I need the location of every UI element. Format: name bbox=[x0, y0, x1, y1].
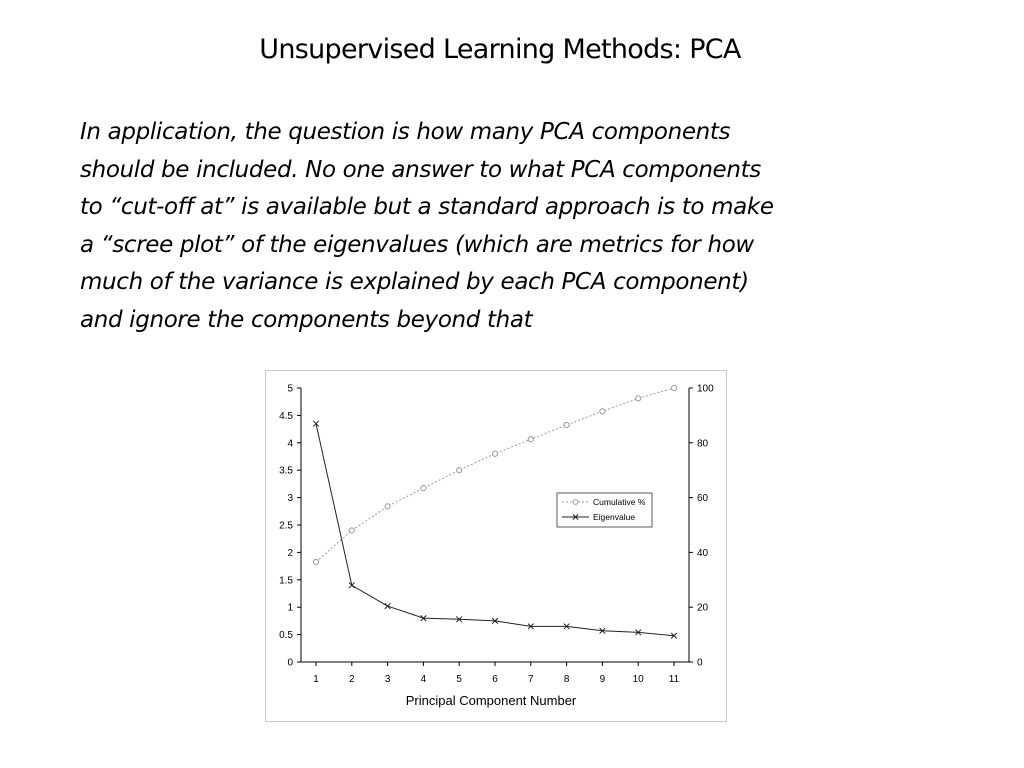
legend-swatch-marker bbox=[572, 514, 579, 520]
eigenvalue-marker-stroke bbox=[312, 420, 320, 427]
cumulative-point bbox=[456, 467, 463, 474]
x-tick-label: 11 bbox=[669, 674, 680, 685]
x-tick-label: 10 bbox=[633, 674, 645, 685]
x-tick-label: 6 bbox=[492, 674, 498, 685]
body-line: to “cut-off at” is available but a stand… bbox=[80, 194, 774, 220]
eigenvalue-point bbox=[420, 615, 427, 622]
x-tick-label: 7 bbox=[528, 674, 534, 685]
eigenvalue-point bbox=[635, 629, 642, 636]
eigenvalue-point bbox=[384, 602, 391, 610]
eigenvalue-marker-stroke bbox=[635, 629, 642, 636]
eigenvalue-point bbox=[312, 420, 320, 427]
body-line: should be included. No one answer to wha… bbox=[80, 156, 761, 183]
slide-title: Unsupervised Learning Methods: PCA bbox=[259, 34, 741, 65]
x-tick-label: 8 bbox=[564, 674, 570, 685]
chart-legend: Cumulative % Eigenvalue bbox=[556, 492, 653, 528]
left-tick-label: 0.5 bbox=[279, 630, 293, 641]
legend-label: Eigenvalue bbox=[593, 512, 635, 522]
left-tick-label: 2 bbox=[287, 548, 293, 559]
right-tick-label: 100 bbox=[697, 384, 714, 395]
right-tick-label: 60 bbox=[697, 493, 709, 504]
eigenvalue-marker-stroke bbox=[348, 582, 355, 589]
x-tick-label: 4 bbox=[421, 674, 427, 685]
left-tick-label: 4 bbox=[287, 438, 293, 449]
eigenvalue-marker-stroke bbox=[527, 623, 534, 630]
cumulative-point bbox=[491, 450, 499, 457]
right-tick-label: 40 bbox=[697, 548, 709, 559]
scree-plot-frame: 0 0.5 1 1.5 2 2.5 3 3.5 4 4.5 5 0 20 40 60 80 100 1 2 3 4 5 6 7… bbox=[265, 370, 727, 722]
chart-series bbox=[312, 384, 678, 639]
cumulative-point bbox=[312, 558, 320, 566]
legend-label: Cumulative % bbox=[593, 497, 646, 507]
eigenvalue-point bbox=[563, 623, 570, 630]
left-tick-label: 3.5 bbox=[279, 466, 293, 477]
cumulative-point bbox=[527, 436, 534, 443]
right-tick-label: 20 bbox=[697, 603, 709, 614]
body-line: and ignore the components beyond that bbox=[80, 306, 533, 333]
eigenvalue-point bbox=[599, 627, 606, 634]
body-line: a “scree plot” of the eigenvalues (which… bbox=[80, 231, 754, 258]
eigenvalue-marker-stroke bbox=[456, 616, 463, 623]
slide-body-text: In application, the question is how many… bbox=[80, 114, 960, 339]
cumulative-point bbox=[599, 408, 606, 415]
body-line: much of the variance is explained by eac… bbox=[80, 269, 749, 295]
eigenvalue-marker-stroke bbox=[491, 617, 499, 625]
eigenvalue-marker-stroke bbox=[420, 615, 427, 622]
cumulative-point bbox=[670, 384, 678, 392]
legend-box bbox=[556, 492, 653, 528]
x-tick-label: 1 bbox=[313, 674, 319, 685]
eigenvalue-point bbox=[348, 582, 355, 589]
scree-plot: 0 0.5 1 1.5 2 2.5 3 3.5 4 4.5 5 0 20 40 60 80 100 1 2 3 4 5 6 7… bbox=[279, 384, 714, 709]
eigenvalue-point bbox=[491, 617, 499, 625]
cumulative-point bbox=[420, 484, 427, 492]
eigenvalue-point bbox=[527, 623, 534, 630]
eigenvalue-point bbox=[670, 632, 678, 639]
left-tick-label: 4.5 bbox=[279, 411, 293, 422]
eigenvalue-point bbox=[456, 616, 463, 623]
series-line-cumulative bbox=[315, 387, 675, 563]
left-tick-label: 2.5 bbox=[279, 521, 293, 532]
eigenvalue-marker-stroke bbox=[670, 632, 678, 639]
left-tick-label: 1 bbox=[287, 603, 293, 614]
eigenvalue-marker-stroke bbox=[599, 627, 606, 634]
left-tick-label: 1.5 bbox=[279, 575, 293, 586]
eigenvalue-marker-stroke bbox=[563, 623, 570, 630]
x-axis-label: Principal Component Number bbox=[406, 693, 577, 708]
x-tick-label: 3 bbox=[385, 674, 391, 685]
body-line: In application, the question is how many… bbox=[80, 119, 731, 145]
legend-swatch-marker bbox=[572, 499, 579, 505]
right-tick-label: 80 bbox=[697, 438, 709, 449]
cumulative-point bbox=[348, 527, 355, 534]
chart-axes: 0 0.5 1 1.5 2 2.5 3 3.5 4 4.5 5 0 20 40 60 80 100 1 2 3 4 5 6 7… bbox=[279, 384, 714, 709]
left-tick-label: 5 bbox=[287, 384, 293, 395]
left-tick-label: 0 bbox=[287, 658, 293, 669]
x-tick-label: 5 bbox=[456, 674, 462, 685]
right-tick-label: 0 bbox=[697, 658, 703, 669]
cumulative-point bbox=[635, 395, 642, 402]
left-tick-label: 3 bbox=[287, 493, 293, 504]
x-tick-label: 2 bbox=[349, 674, 355, 685]
cumulative-point bbox=[384, 503, 391, 510]
eigenvalue-marker-stroke bbox=[384, 602, 391, 610]
cumulative-point bbox=[563, 421, 570, 429]
x-tick-label: 9 bbox=[600, 674, 606, 685]
